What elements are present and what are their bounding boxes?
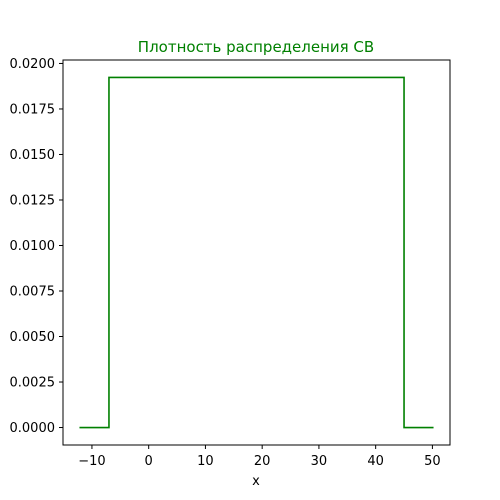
y-tick-label: 0.0175: [10, 102, 56, 117]
x-tick-label: 0: [145, 454, 153, 469]
x-axis-label: x: [252, 474, 260, 489]
y-tick-label: 0.0200: [10, 57, 56, 72]
y-tick-label: 0.0075: [10, 285, 56, 300]
x-tick-label: 30: [311, 454, 328, 469]
plot-frame: [62, 59, 451, 446]
x-axis: −10 0 10 20 30 40 50: [78, 445, 441, 469]
x-tick-label: 20: [254, 454, 271, 469]
y-tick-label: 0.0050: [10, 330, 56, 345]
x-tick-label: 50: [424, 454, 441, 469]
plot-area: [79, 76, 434, 429]
x-tick-label: −10: [78, 454, 105, 469]
density-line-0: [79, 76, 434, 429]
chart-title: Плотность распределения СВ: [138, 38, 374, 56]
y-tick-label: 0.0150: [10, 148, 56, 163]
y-tick-label: 0.0125: [10, 193, 56, 208]
y-tick-label: 0.0000: [10, 421, 56, 436]
y-axis: 0.0000 0.0025 0.0050 0.0075 0.0100 0.0125 0.01…: [10, 57, 63, 436]
x-tick-label: 40: [367, 454, 384, 469]
y-tick-label: 0.0025: [10, 376, 56, 391]
x-tick-label: 10: [197, 454, 214, 469]
y-tick-label: 0.0100: [10, 239, 56, 254]
